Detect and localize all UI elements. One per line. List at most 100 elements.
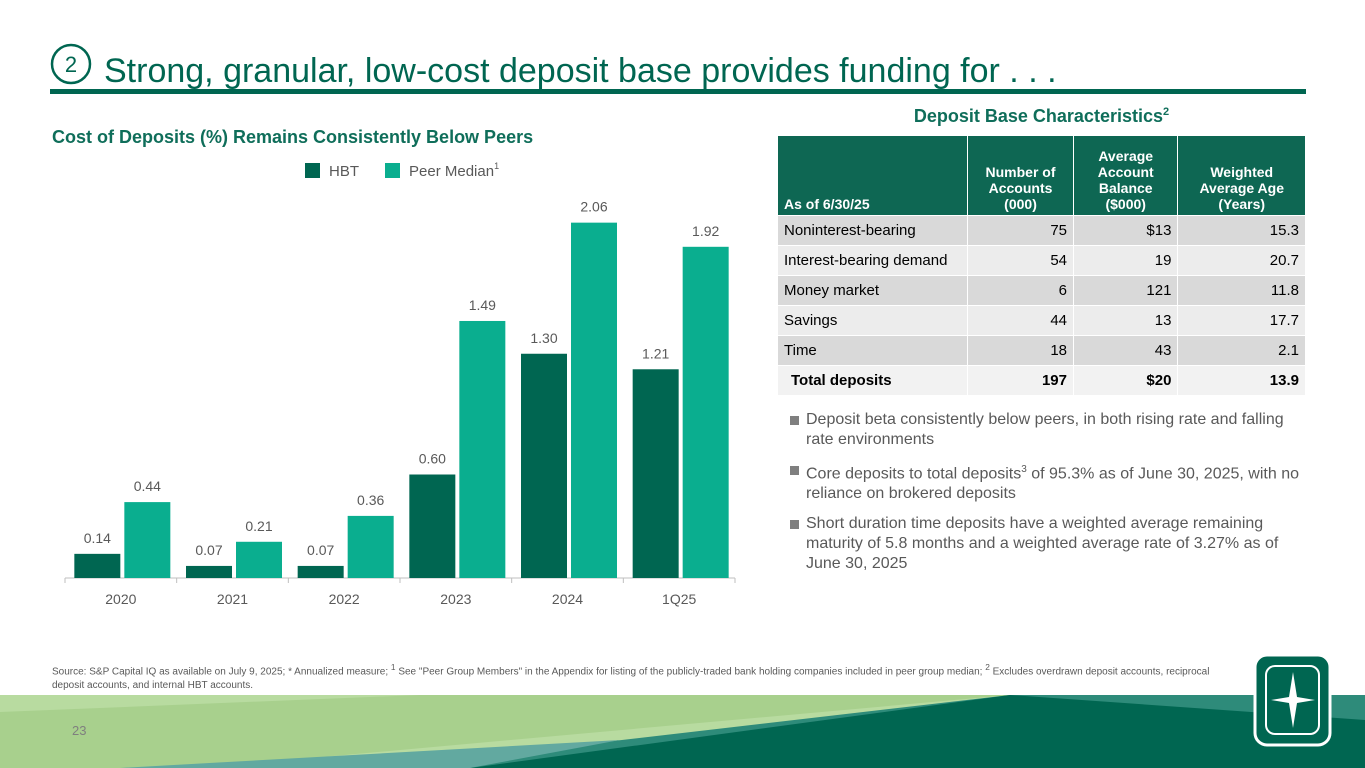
- legend-swatch: [305, 163, 320, 178]
- table-title: Deposit Base Characteristics2: [778, 106, 1305, 127]
- bullet-marker: [790, 520, 799, 530]
- table-cell: 15.3: [1177, 214, 1305, 245]
- x-tick-label: 2021: [217, 591, 248, 607]
- value-label: 0.44: [134, 478, 161, 494]
- total-row: Total deposits 197 $20 13.9: [778, 364, 1305, 395]
- table-cell: 11.8: [1177, 274, 1305, 305]
- band: [120, 740, 620, 768]
- section-number: 2: [65, 52, 77, 77]
- table-cell: 197: [967, 364, 1074, 395]
- bar: [682, 246, 729, 579]
- footnote-text: Source: S&P Capital IQ as available on J…: [52, 666, 391, 678]
- footnote-text: See "Peer Group Members" in the Appendix…: [395, 666, 986, 678]
- bar: [459, 320, 506, 578]
- bar: [236, 541, 282, 578]
- table-cell: $20: [1072, 364, 1178, 395]
- bar: [521, 353, 567, 578]
- value-label: 0.14: [84, 530, 111, 546]
- value-label: 0.60: [419, 451, 446, 467]
- footnote-ref: 2: [985, 662, 990, 672]
- table-cell: 121: [1072, 274, 1178, 305]
- band: [0, 695, 1010, 768]
- table-cell: 54: [967, 244, 1074, 275]
- table-cell: 20.7: [1177, 244, 1305, 275]
- legend-text: HBT: [329, 163, 359, 180]
- value-label: 0.36: [357, 492, 384, 508]
- footnote-ref: 1: [390, 662, 396, 672]
- table-cell: 19: [1072, 244, 1178, 275]
- header-cell: Weighted Average Age (Years): [1177, 136, 1305, 215]
- footnote: Source: S&P Capital IQ as available on J…: [52, 660, 1242, 693]
- table-cell: Time: [778, 334, 968, 365]
- x-tick-label: 2023: [440, 591, 471, 607]
- table-cell: 44: [967, 304, 1074, 335]
- value-label: 1.49: [469, 297, 496, 313]
- value-label: 0.07: [195, 542, 222, 558]
- table-title-text: Deposit Base Characteristics: [913, 106, 1163, 126]
- table-row: Time 18 43 2.1: [778, 334, 1305, 365]
- x-tick-label: 2024: [552, 591, 583, 607]
- bullet-text: Core deposits to total deposits3 of 95.3…: [806, 460, 1300, 504]
- value-label: 1.30: [530, 330, 557, 346]
- chart-title: Cost of Deposits (%) Remains Consistentl…: [52, 127, 534, 147]
- bullet: Short duration time deposits have a weig…: [790, 514, 1300, 574]
- table-cell: 13.9: [1177, 364, 1305, 395]
- value-label: 1.92: [692, 223, 719, 239]
- table-cell: 17.7: [1177, 304, 1305, 335]
- table-row: Noninterest-bearing 75 $13 15.3: [778, 214, 1305, 245]
- bar: [347, 515, 394, 578]
- bar: [632, 369, 679, 578]
- legend-note: 1: [494, 161, 499, 171]
- bullet-text-part: Short duration time deposits have a weig…: [806, 515, 1279, 573]
- value-label: 0.21: [245, 518, 272, 534]
- bullet-marker: [790, 466, 799, 475]
- table-cell: Savings: [778, 304, 968, 335]
- footnote-ref: 2: [1162, 106, 1170, 118]
- legend-label: HBT: [329, 163, 359, 180]
- footnote-ref: 3: [1021, 464, 1027, 475]
- bullet-text: Short duration time deposits have a weig…: [806, 514, 1300, 574]
- header-cell: Average Account Balance ($000): [1072, 136, 1178, 215]
- table-row: Interest-bearing demand 54 19 20.7: [778, 244, 1305, 275]
- bullet: Deposit beta consistently below peers, i…: [790, 410, 1300, 450]
- table-cell: $13: [1072, 214, 1178, 245]
- table-cell: Total deposits: [778, 364, 968, 395]
- legend-swatch: [385, 163, 400, 178]
- bullet-text-part: of 95.3% as of June 30, 2025, with no re…: [806, 465, 1299, 503]
- table-cell: Money market: [778, 274, 968, 305]
- table-row: Money market 6 121 11.8: [778, 274, 1305, 305]
- bullet-text: Deposit beta consistently below peers, i…: [806, 410, 1300, 450]
- footnote-text: Excludes overdrawn deposit accounts, rec…: [52, 666, 1210, 692]
- value-label: 2.06: [580, 199, 607, 215]
- header-row: As of 6/30/25 Number of Accounts (000) Ave…: [778, 136, 1305, 215]
- table-cell: Interest-bearing demand: [778, 244, 968, 275]
- table-cell: 75: [967, 214, 1074, 245]
- page-number: 23: [72, 723, 86, 738]
- x-tick-label: 1Q25: [662, 591, 696, 607]
- table-cell: 43: [1072, 334, 1178, 365]
- x-tick-label: 2020: [105, 591, 136, 607]
- deposit-table: As of 6/30/25 Number of Accounts (000) Ave…: [778, 136, 1305, 395]
- header-cell: As of 6/30/25: [784, 195, 870, 212]
- header-cell: Number of Accounts (000): [967, 136, 1074, 215]
- value-label: 1.21: [642, 345, 669, 361]
- table-cell: 13: [1072, 304, 1178, 335]
- bar: [124, 502, 171, 578]
- section-badge: [50, 43, 92, 85]
- table-cell: Noninterest-bearing: [778, 214, 968, 245]
- bar: [571, 222, 617, 578]
- table-cell: 18: [967, 334, 1074, 365]
- legend-label: Peer Median1: [409, 161, 499, 180]
- bar: [297, 565, 344, 578]
- bar: [74, 553, 121, 578]
- bullet-text-part: Deposit beta consistently below peers, i…: [806, 411, 1284, 448]
- logo: [1265, 665, 1320, 735]
- x-tick-label: 2022: [329, 591, 360, 607]
- band: [470, 695, 1365, 768]
- bar: [409, 474, 456, 578]
- chart: HBT Peer Median1 2020 0.14 0.44 2021 0.07 0.21 2…: [64, 161, 736, 607]
- bar: [186, 565, 232, 578]
- bullet-marker: [790, 416, 799, 425]
